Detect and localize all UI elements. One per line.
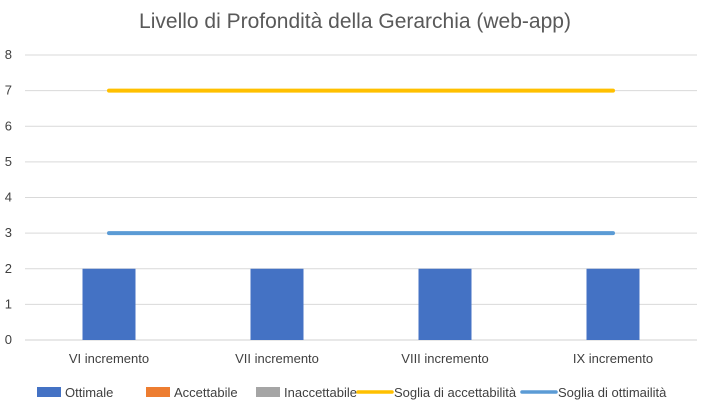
bar-ottimale xyxy=(250,268,304,340)
legend-label: Inaccettabile xyxy=(284,385,357,400)
bar-ottimale xyxy=(586,268,640,340)
x-tick-label: VI incremento xyxy=(69,351,149,366)
x-tick-label: VII incremento xyxy=(235,351,319,366)
line-layer xyxy=(107,88,615,236)
chart-title: Livello di Profondità della Gerarchia (w… xyxy=(139,10,571,33)
x-tick-label: VIII incremento xyxy=(401,351,488,366)
y-tick-label: 4 xyxy=(5,190,12,205)
y-tick-label: 8 xyxy=(5,47,12,62)
y-tick-label: 5 xyxy=(5,154,12,169)
y-tick-label: 1 xyxy=(5,296,12,311)
legend: Ottimale Accettabile Inaccettabile Soglia d… xyxy=(37,385,667,400)
x-tick-label: IX incremento xyxy=(573,351,653,366)
y-tick-label: 3 xyxy=(5,225,12,240)
legend-swatch xyxy=(146,387,170,397)
bar-ottimale xyxy=(418,268,472,340)
legend-label: Soglia di ottimailità xyxy=(558,385,667,400)
y-tick-label: 0 xyxy=(5,332,12,347)
legend-label: Accettabile xyxy=(174,385,238,400)
legend-swatch xyxy=(37,387,61,397)
y-tick-label: 2 xyxy=(5,261,12,276)
legend-label: Ottimale xyxy=(65,385,113,400)
bar-ottimale xyxy=(82,268,136,340)
legend-label: Soglia di accettabilità xyxy=(394,385,517,400)
axis-layer: 0 1 2 3 4 5 6 7 8 VI incremento VII incremento VIII… xyxy=(5,47,653,366)
legend-swatch xyxy=(256,387,280,397)
y-tick-label: 7 xyxy=(5,83,12,98)
bar-layer xyxy=(82,268,640,340)
y-tick-label: 6 xyxy=(5,118,12,133)
